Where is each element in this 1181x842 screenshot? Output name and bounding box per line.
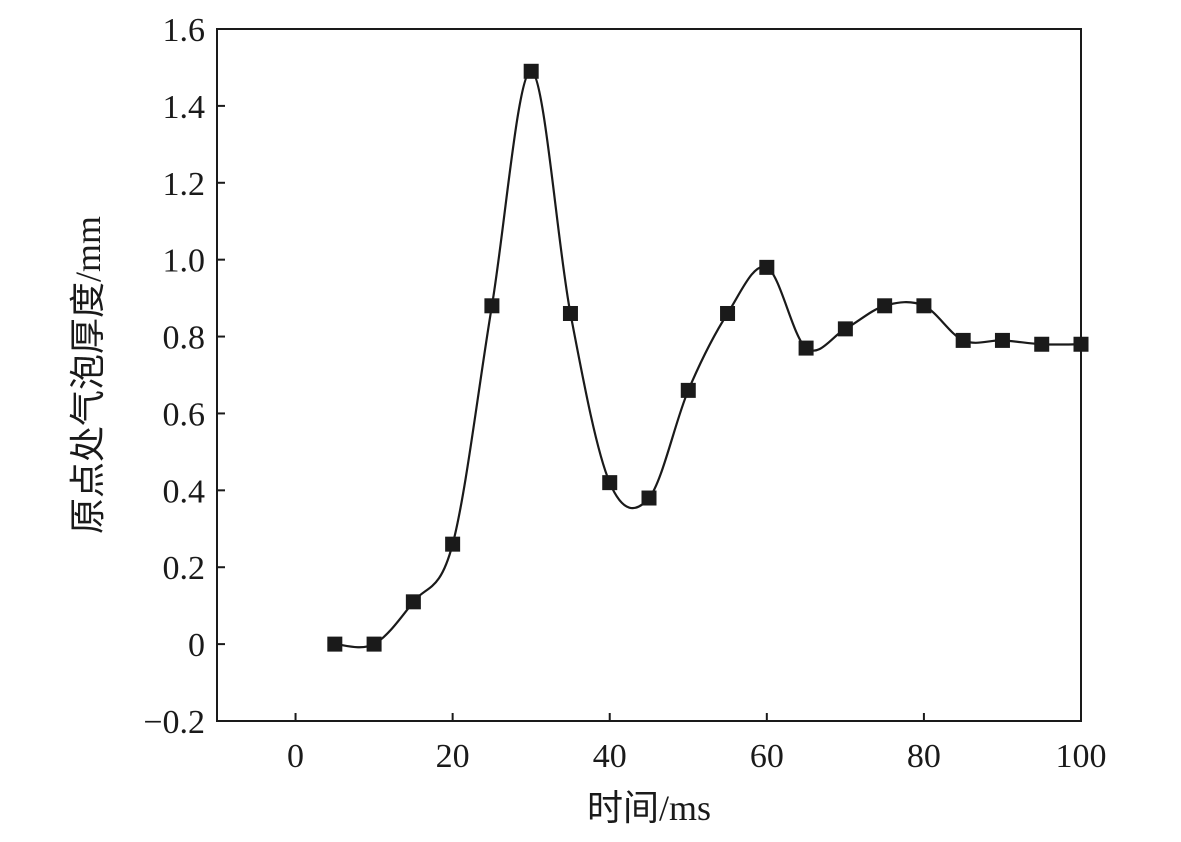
x-tick-label: 40: [593, 738, 627, 775]
data-point: [366, 636, 382, 652]
data-point: [405, 594, 421, 610]
data-point: [523, 63, 539, 79]
y-tick-label: 1.0: [163, 243, 206, 280]
y-tick-label: −0.2: [143, 704, 205, 741]
axes: [216, 28, 1082, 722]
x-tick-label: 100: [1056, 738, 1107, 775]
y-tick-label: 1.6: [163, 12, 206, 49]
y-tick-label: 0.8: [163, 320, 206, 357]
data-point: [327, 636, 343, 652]
data-point: [759, 259, 775, 275]
data-point: [445, 536, 461, 552]
ticks: 0 20 40 60 80 100 −0.2 0 0.2 0.4 0.6 0.8 1.0 1.2 1.4 1.…: [143, 12, 1106, 775]
series: [327, 63, 1089, 652]
x-tick-label: 60: [750, 738, 784, 775]
x-axis-title: 时间/ms: [587, 788, 711, 828]
data-point: [916, 298, 932, 314]
y-axis-title: 原点处气泡厚度/mm: [68, 216, 108, 534]
data-point: [955, 332, 971, 348]
data-point: [877, 298, 893, 314]
data-point: [641, 490, 657, 506]
y-tick-label: 0.2: [163, 550, 206, 587]
data-point: [720, 305, 736, 321]
data-point: [1034, 336, 1050, 352]
data-point: [562, 305, 578, 321]
x-tick-label: 0: [287, 738, 304, 775]
plot-frame: [216, 28, 1082, 722]
data-point: [837, 321, 853, 337]
y-tick-label: 1.4: [163, 89, 206, 126]
y-tick-label: 1.2: [163, 166, 206, 203]
y-tick-label: 0.4: [163, 473, 206, 510]
data-point: [680, 382, 696, 398]
y-tick-label: 0: [188, 627, 205, 664]
data-point: [484, 298, 500, 314]
x-tick-label: 80: [907, 738, 941, 775]
data-point: [602, 475, 618, 491]
data-point: [994, 332, 1010, 348]
y-tick-label: 0.6: [163, 396, 206, 433]
data-point: [798, 340, 814, 356]
series-line: [334, 70, 1082, 649]
x-tick-label: 20: [436, 738, 470, 775]
data-point: [1073, 336, 1089, 352]
